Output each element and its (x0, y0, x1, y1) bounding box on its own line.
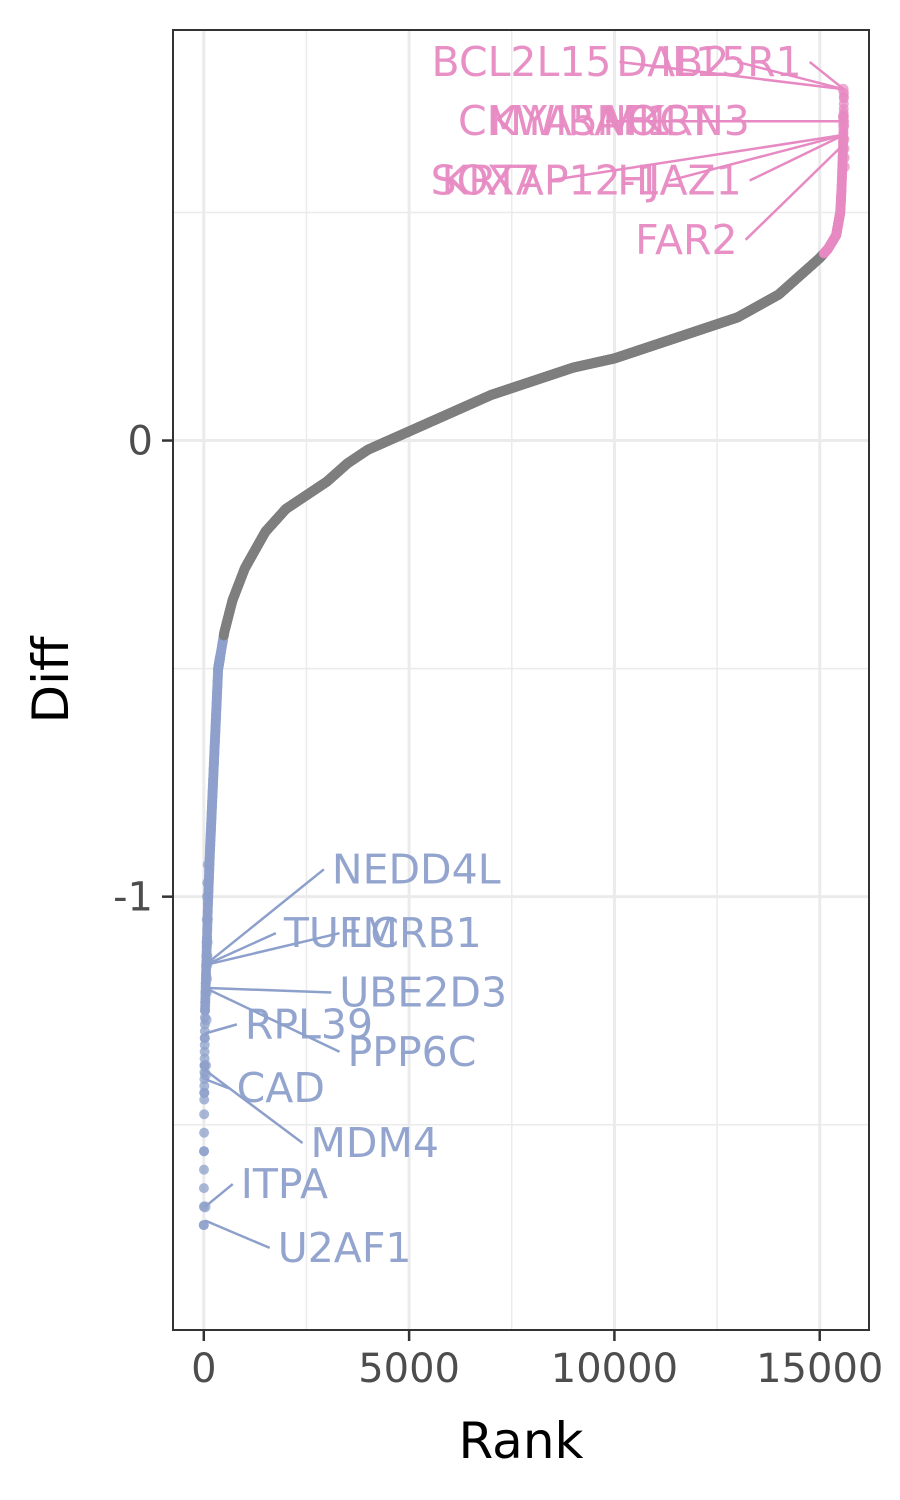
data-point (200, 1014, 212, 1026)
x-tick-label: 0 (191, 1346, 216, 1392)
label-leader-line (204, 986, 341, 1053)
y-axis-title: Diff (22, 635, 80, 723)
label-leader-line (204, 986, 332, 994)
data-point (198, 1164, 209, 1175)
gene-label: CMYA5 (458, 97, 598, 145)
gene-label: SOX7 (431, 157, 541, 205)
label-leader-lines (204, 60, 845, 1250)
gene-label: IL15R1 (660, 38, 802, 86)
gene-label: LCRB1 (348, 909, 482, 957)
data-point (838, 120, 850, 132)
x-tick-label: 15000 (756, 1346, 883, 1392)
data-point (202, 859, 214, 871)
data-point (199, 1146, 210, 1157)
label-leader-line (204, 1219, 271, 1250)
label-leader-line (204, 931, 340, 967)
gene-label: PPP6C (348, 1028, 477, 1076)
data-point (198, 1220, 209, 1231)
data-point (838, 161, 850, 173)
gene-label: BCL2L15 (432, 38, 612, 86)
gene-label: TUFM (283, 909, 398, 957)
gene-label: MDM4 (311, 1119, 439, 1167)
y-tick-label: -1 (113, 875, 153, 921)
plot-panel-border (172, 29, 870, 1331)
gridlines (173, 30, 869, 1330)
data-point (201, 950, 213, 962)
gene-label: MKRN3 (602, 97, 750, 145)
label-leader-line (548, 133, 845, 182)
data-point (199, 1109, 210, 1120)
x-tick-label: 10000 (551, 1346, 678, 1392)
data-point (838, 152, 850, 164)
data-point (201, 936, 213, 948)
label-leader-line (204, 868, 325, 967)
gene-label: FAR2 (635, 216, 737, 264)
label-leader-line (204, 1023, 238, 1035)
data-point (201, 913, 213, 925)
label-leader-line (744, 143, 845, 241)
gene-label: KRTAP12-1 (442, 157, 662, 205)
data-point (215, 651, 226, 662)
y-tick-label: 0 (128, 419, 153, 465)
gene-label: RPL39 (245, 1000, 373, 1048)
label-leader-line (737, 60, 845, 91)
gene-label: ITPA (241, 1160, 328, 1208)
label-leader-line (619, 60, 845, 91)
data-point (199, 1127, 210, 1138)
gene-label: NEDD4L (332, 845, 501, 893)
label-leader-line (669, 133, 845, 182)
label-leader-line (749, 133, 845, 182)
x-tick-label: 5000 (358, 1346, 460, 1392)
gene-label: UBE2D3 (339, 968, 507, 1016)
gene-label: CAD (237, 1064, 325, 1112)
label-leader-line (808, 60, 845, 91)
label-leader-line (204, 1077, 230, 1090)
gene-label: U2AF1 (278, 1224, 412, 1272)
label-leader-line (204, 932, 277, 967)
label-leader-line (204, 1068, 304, 1144)
gene-label: HJAZ1 (617, 157, 741, 205)
data-point (201, 891, 213, 903)
data-point (199, 1059, 211, 1071)
gene-label: KWIRAF1 (489, 97, 672, 145)
data-point (202, 877, 214, 889)
data-point (198, 1183, 209, 1194)
x-axis-title: Rank (459, 1412, 584, 1470)
axis-ticks: 0 5000 10000 15000 -1 0 (113, 419, 883, 1392)
label-leader-line (204, 1183, 234, 1208)
data-points (198, 83, 850, 1231)
gene-label: DAB2 (616, 38, 729, 86)
gene-label: NOCT (596, 97, 714, 145)
data-point (200, 973, 212, 985)
